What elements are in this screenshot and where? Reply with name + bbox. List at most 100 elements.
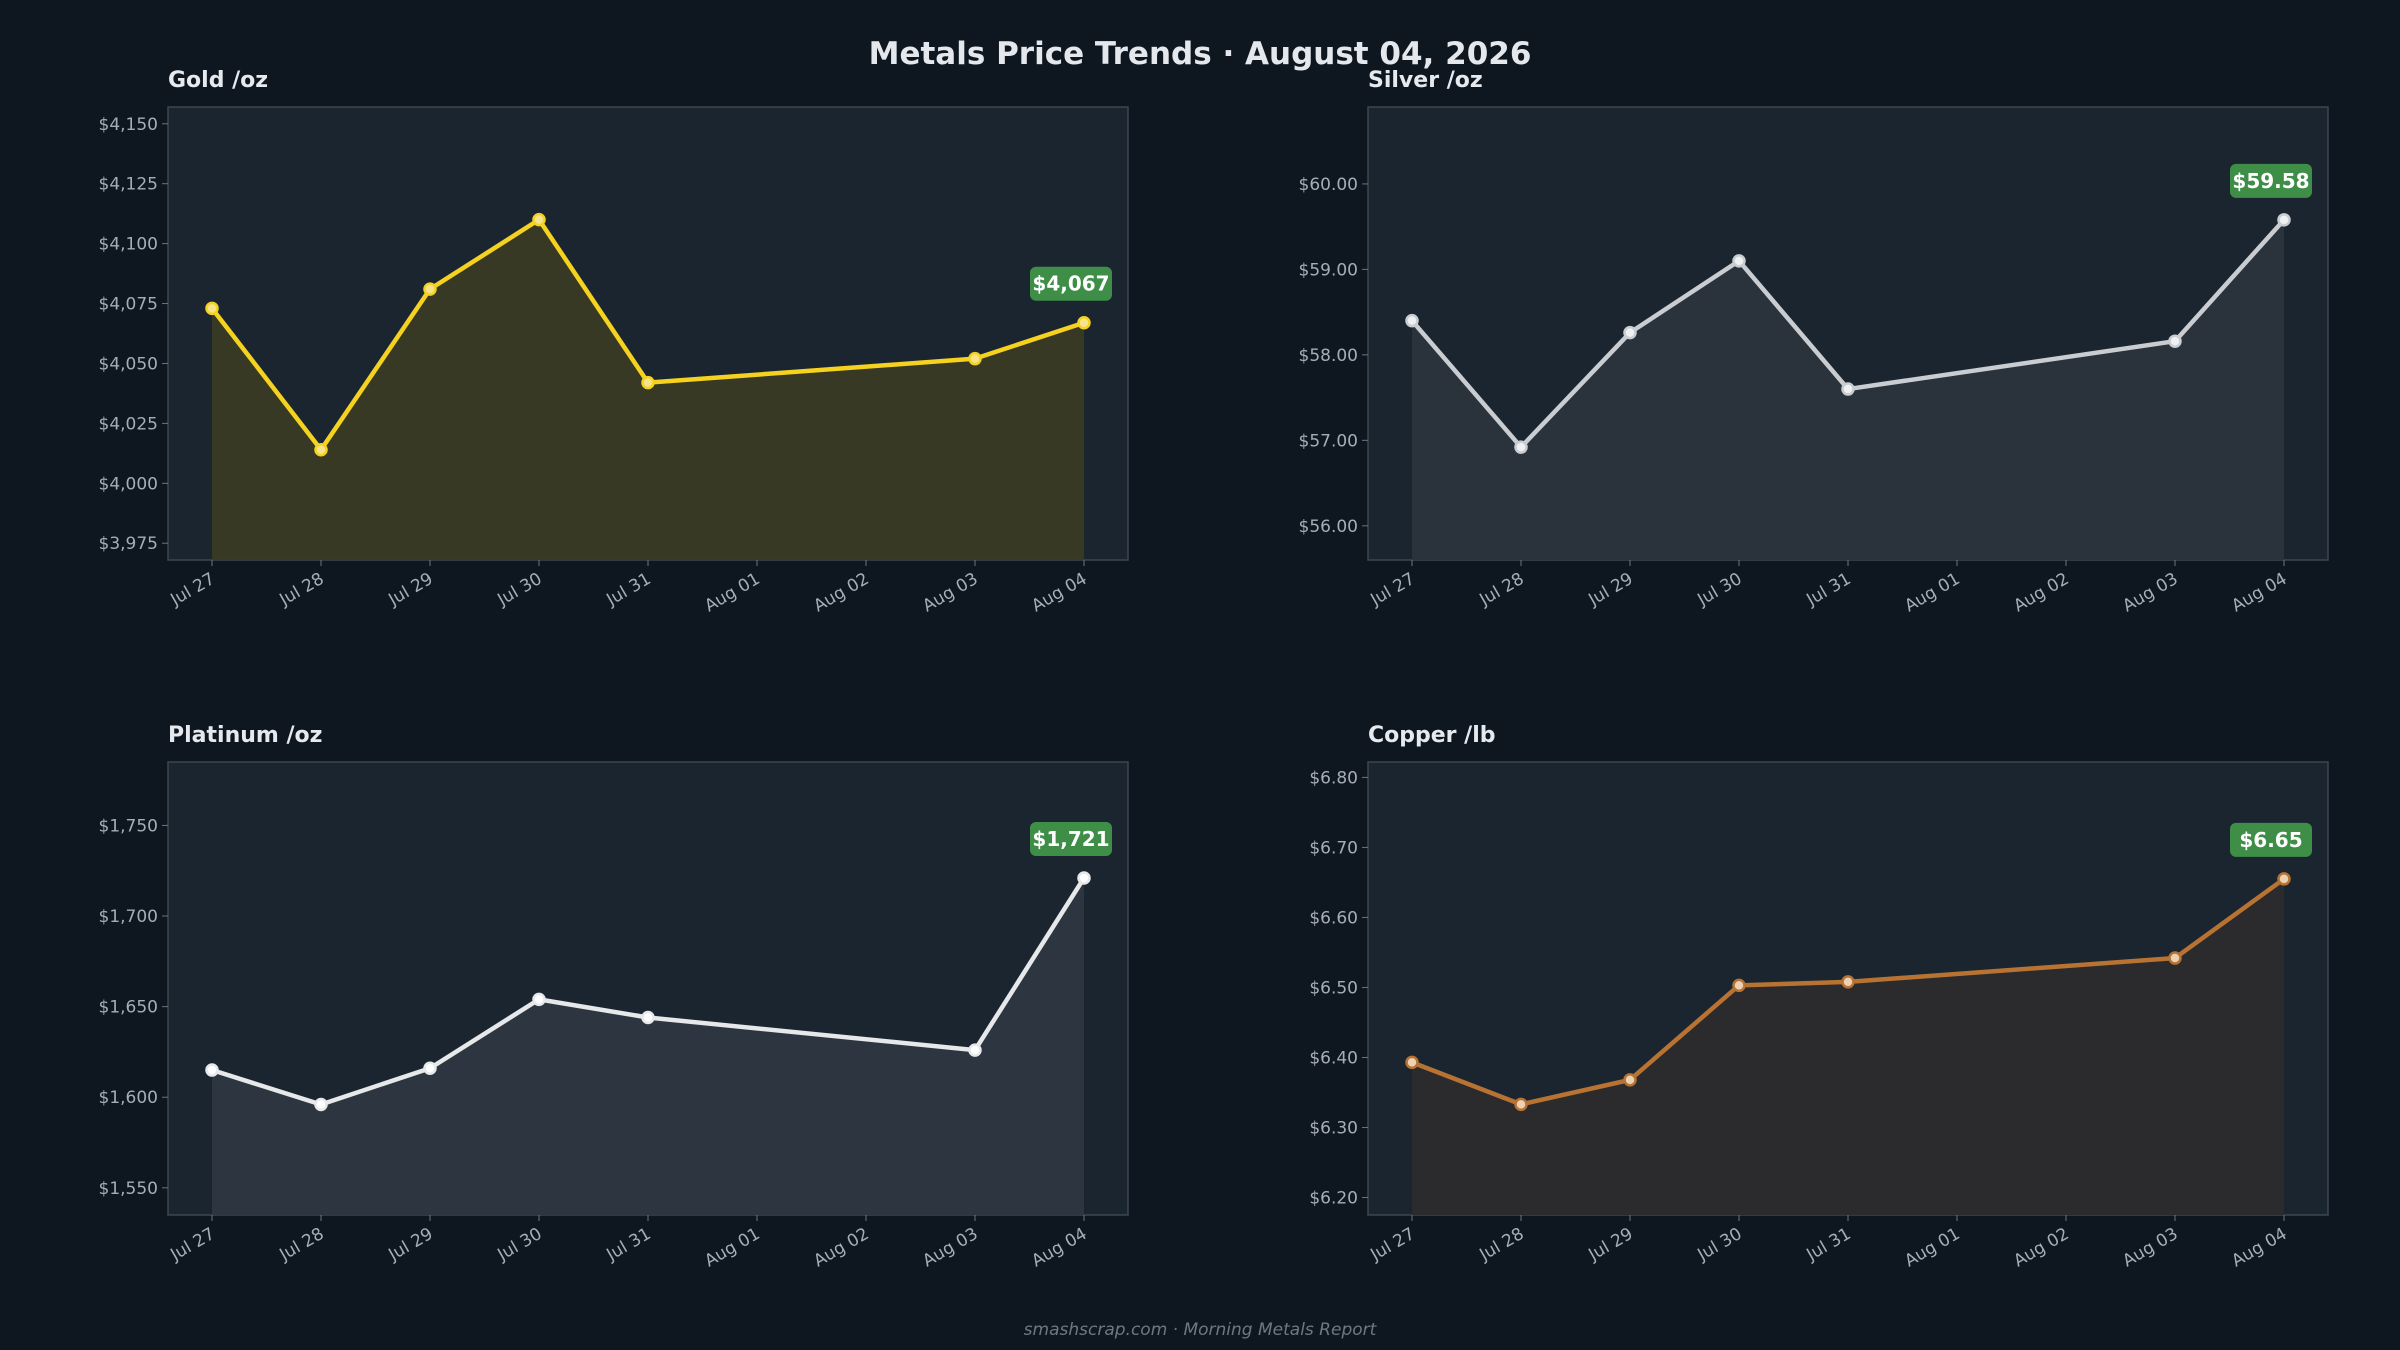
platinum-chart: Platinum /oz $1,550 $1,600 $1,650 $1,700 $1,7…	[99, 723, 1129, 1271]
gold-data-point	[423, 282, 437, 296]
silver-y-tick-label: $57.00	[1299, 431, 1358, 451]
copper-data-point	[1623, 1073, 1637, 1087]
platinum-x-tick-label: Aug 02	[810, 1224, 872, 1271]
gold-chart-title: Gold /oz	[168, 68, 268, 93]
platinum-y-tick-label: $1,700	[99, 907, 158, 927]
platinum-y-tick-label: $1,600	[99, 1088, 158, 1108]
copper-badge-background	[2230, 822, 2312, 857]
gold-badge-background	[1030, 266, 1112, 301]
silver-data-point	[1623, 325, 1637, 340]
footer-credit: smashscrap.com · Morning Metals Report	[1024, 1320, 1378, 1340]
platinum-data-point	[968, 1043, 982, 1057]
copper-data-point	[1841, 975, 1855, 989]
silver-y-tick-label: $59.00	[1299, 260, 1358, 280]
silver-x-tick-label: Jul 28	[1475, 569, 1527, 611]
silver-x-tick-label: Aug 04	[2228, 569, 2290, 616]
platinum-data-point	[1077, 871, 1091, 885]
copper-data-point	[2277, 872, 2291, 886]
gold-y-tick-label: $4,025	[99, 414, 158, 434]
platinum-data-point	[641, 1010, 655, 1025]
copper-chart-title: Copper /lb	[1368, 723, 1496, 748]
gold-y-tick-label: $4,050	[99, 354, 158, 374]
chart-panels: Gold /oz $3,975 $4,000 $4,025 $4,050 $4,075 $4…	[99, 68, 2329, 1271]
gold-data-point	[314, 442, 328, 457]
silver-y-tick-label: $60.00	[1299, 175, 1358, 195]
platinum-data-point	[205, 1063, 219, 1077]
gold-x-tick-label: Aug 01	[701, 569, 763, 616]
silver-x-tick-label: Aug 01	[1901, 569, 1963, 616]
silver-x-tick-label: Aug 02	[2010, 569, 2072, 616]
platinum-x-tick-label: Jul 29	[384, 1224, 436, 1266]
copper-y-tick-label: $6.60	[1309, 908, 1358, 928]
platinum-x-tick-label: Jul 31	[602, 1224, 654, 1266]
gold-data-point	[1077, 315, 1091, 330]
silver-y-tick-label: $56.00	[1299, 517, 1358, 537]
copper-data-point	[1405, 1055, 1419, 1070]
copper-x-tick-label: Jul 28	[1475, 1224, 1527, 1266]
platinum-last-price-label: $1,721	[1032, 827, 1109, 851]
platinum-badge-background	[1030, 821, 1112, 856]
gold-y-tick-label: $4,100	[99, 235, 158, 255]
silver-data-point	[1841, 382, 1855, 396]
gold-x-tick-label: Aug 02	[810, 569, 872, 616]
copper-data-point	[1732, 978, 1746, 993]
silver-x-tick-label: Aug 03	[2119, 569, 2181, 616]
copper-y-tick-label: $6.20	[1309, 1188, 1358, 1208]
gold-area-fill	[212, 219, 1084, 560]
copper-last-price-badge: $6.65	[2230, 822, 2312, 857]
gold-data-point	[641, 375, 655, 390]
copper-data-point	[1514, 1097, 1528, 1112]
gold-y-tick-label: $3,975	[99, 534, 158, 554]
silver-x-tick-label: Jul 29	[1584, 569, 1636, 611]
platinum-chart-title: Platinum /oz	[168, 723, 322, 748]
gold-x-tick-label: Aug 04	[1028, 569, 1090, 616]
silver-data-point	[1514, 440, 1528, 454]
gold-y-tick-label: $4,125	[99, 175, 158, 195]
gold-y-tick-label: $4,000	[99, 474, 158, 494]
copper-y-tick-label: $6.30	[1309, 1118, 1358, 1138]
copper-y-tick-label: $6.50	[1309, 978, 1358, 998]
platinum-data-point	[532, 992, 546, 1007]
page-title: Metals Price Trends · August 04, 2026	[869, 36, 1532, 72]
copper-chart: Copper /lb $6.20 $6.30 $6.40 $6.50 $6.60 $6.70…	[1309, 723, 2329, 1271]
silver-x-tick-label: Jul 31	[1802, 569, 1854, 611]
copper-x-tick-label: Jul 29	[1584, 1224, 1636, 1266]
platinum-data-point	[314, 1097, 328, 1112]
platinum-y-tick-label: $1,550	[99, 1179, 158, 1199]
gold-x-tick-label: Jul 31	[602, 569, 654, 611]
copper-y-tick-label: $6.80	[1309, 768, 1358, 788]
silver-data-point	[2168, 334, 2182, 348]
silver-data-point	[1405, 313, 1419, 328]
platinum-area-fill	[212, 877, 1084, 1215]
platinum-x-tick-label: Aug 01	[701, 1224, 763, 1271]
silver-last-price-badge: $59.58	[2230, 163, 2312, 198]
silver-chart-title: Silver /oz	[1368, 68, 1483, 93]
silver-last-price-label: $59.58	[2232, 169, 2309, 193]
platinum-data-point	[423, 1061, 437, 1075]
copper-x-tick-label: Aug 04	[2228, 1224, 2290, 1271]
gold-y-tick-label: $4,150	[99, 115, 158, 135]
gold-x-tick-label: Jul 27	[166, 569, 218, 611]
copper-x-tick-label: Aug 01	[1901, 1224, 1963, 1271]
copper-x-tick-label: Aug 03	[2119, 1224, 2181, 1271]
platinum-last-price-badge: $1,721	[1030, 821, 1112, 856]
silver-x-tick-label: Jul 30	[1693, 569, 1745, 611]
silver-x-tick-label: Jul 27	[1366, 569, 1418, 611]
copper-x-tick-label: Jul 31	[1802, 1224, 1854, 1266]
copper-x-tick-label: Jul 27	[1366, 1224, 1418, 1266]
silver-data-point	[1732, 254, 1746, 268]
gold-x-tick-label: Jul 30	[493, 569, 545, 611]
silver-y-tick-label: $58.00	[1299, 346, 1358, 366]
copper-last-price-label: $6.65	[2239, 828, 2302, 852]
gold-last-price-badge: $4,067	[1030, 266, 1112, 301]
gold-chart: Gold /oz $3,975 $4,000 $4,025 $4,050 $4,075 $4…	[99, 68, 1129, 616]
copper-y-tick-label: $6.40	[1309, 1048, 1358, 1068]
gold-data-point	[532, 212, 546, 227]
gold-x-tick-label: Jul 29	[384, 569, 436, 611]
platinum-y-tick-label: $1,750	[99, 816, 158, 836]
copper-area-fill	[1412, 878, 2284, 1215]
platinum-x-tick-label: Jul 28	[275, 1224, 327, 1266]
gold-x-tick-label: Aug 03	[919, 569, 981, 616]
copper-x-tick-label: Jul 30	[1693, 1224, 1745, 1266]
